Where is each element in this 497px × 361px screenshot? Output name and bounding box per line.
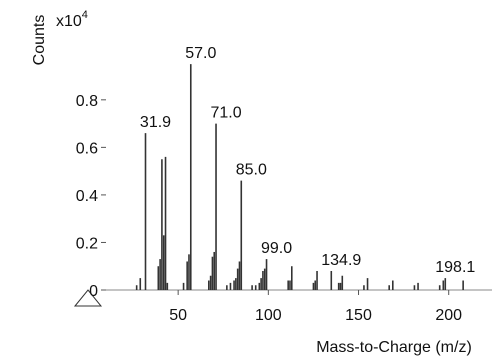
y-tick-label: 0.4 [76,188,98,205]
x-tick-label: 150 [345,307,372,324]
x-tick-label: 100 [255,307,282,324]
y-scale-exponent: 4 [82,9,88,21]
peak-label: 57.0 [185,45,216,62]
y-tick-label: 0.2 [76,235,98,252]
y-scale: x104 [56,9,88,30]
x-tick-label: 50 [169,307,187,324]
peak-label: 134.9 [321,252,361,269]
y-tick-label: 0.8 [76,93,98,110]
peak-label: 198.1 [435,259,475,276]
y-tick-label: 0 [89,283,98,300]
y-scale-base: x10 [56,13,82,30]
y-tick-label: 0.6 [76,140,98,157]
peak-label: 85.0 [236,162,267,179]
x-tick-label: 200 [435,307,462,324]
peak-label: 31.9 [140,114,171,131]
peak-label: 99.0 [261,240,292,257]
x-axis-label: Mass-to-Charge (m/z) [316,339,472,356]
y-axis-label: Counts [31,15,48,66]
origin-marker [73,289,103,307]
peak-label: 71.0 [210,105,241,122]
